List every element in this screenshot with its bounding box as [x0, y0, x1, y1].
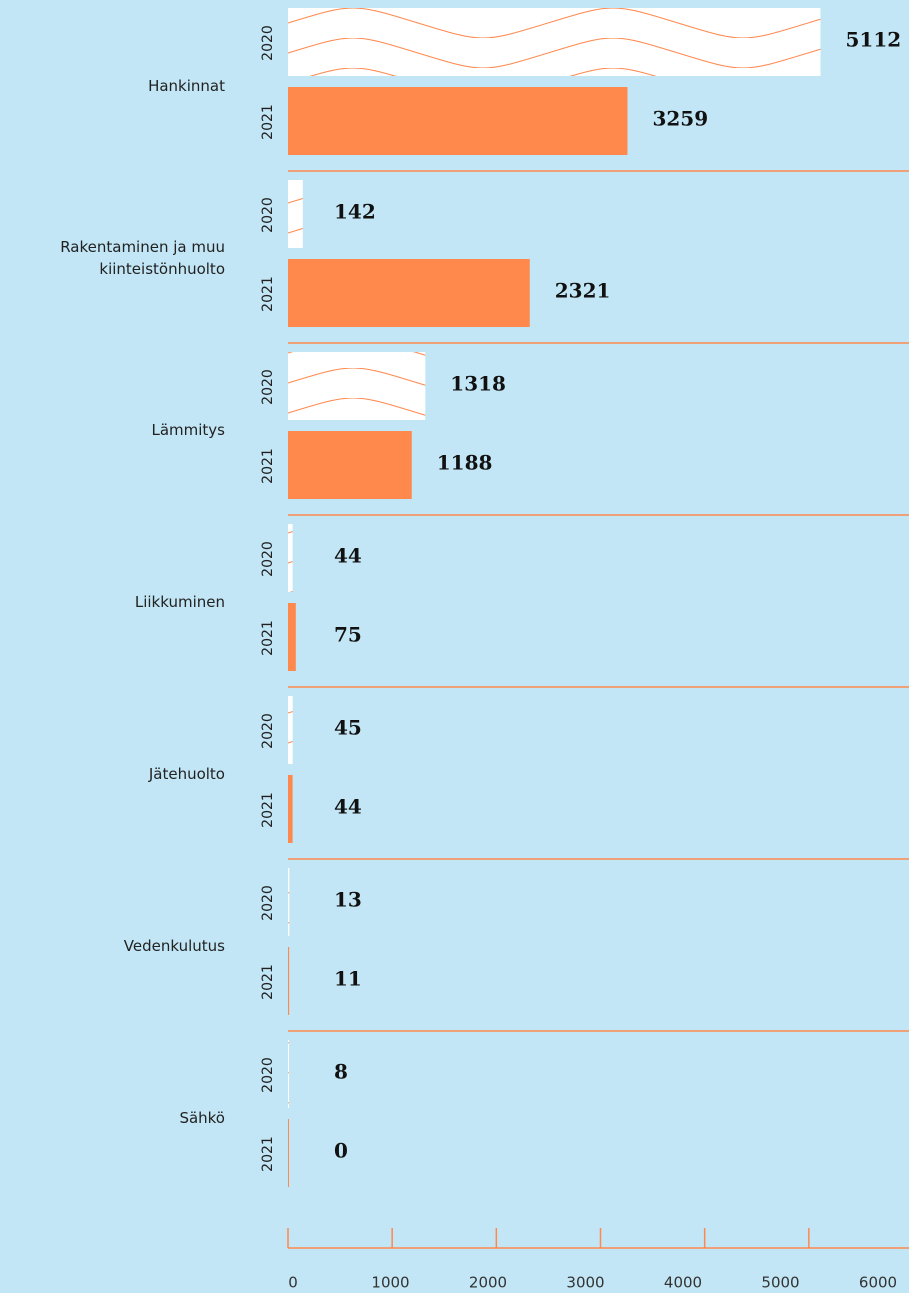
value-label: 44 — [334, 544, 362, 568]
x-tick-label: 5000 — [761, 1274, 799, 1292]
bar — [288, 180, 303, 248]
bar — [288, 1040, 289, 1108]
category-label: Jätehuolto — [148, 765, 225, 783]
series-label: 2021 — [260, 104, 276, 140]
x-tick-label: 6000 — [859, 1274, 897, 1292]
value-label: 1188 — [437, 451, 493, 475]
series-label: 2021 — [260, 1136, 276, 1172]
value-label: 0 — [334, 1139, 348, 1163]
series-label: 2021 — [260, 276, 276, 312]
value-label: 44 — [334, 795, 362, 819]
value-label: 3259 — [652, 107, 708, 131]
value-label: 142 — [334, 200, 376, 224]
x-tick-label: 0 — [288, 1274, 298, 1292]
x-tick-label: 3000 — [566, 1274, 604, 1292]
series-label: 2020 — [260, 197, 276, 233]
series-label: 2021 — [260, 620, 276, 656]
bar — [288, 87, 628, 155]
series-label: 2021 — [260, 964, 276, 1000]
value-label: 13 — [334, 888, 362, 912]
x-tick-label: 4000 — [664, 1274, 702, 1292]
category-label: Rakentaminen ja muu kiinteistönhuolto — [60, 238, 225, 278]
bar — [288, 1119, 289, 1187]
bar — [288, 603, 296, 671]
series-label: 2020 — [260, 25, 276, 61]
series-label: 2021 — [260, 792, 276, 828]
bar — [288, 775, 293, 843]
series-label: 2020 — [260, 1057, 276, 1093]
value-label: 11 — [334, 967, 362, 991]
bar — [288, 947, 290, 1015]
category-label: Liikkuminen — [134, 593, 225, 611]
bar — [288, 431, 412, 499]
category-label: Hankinnat — [148, 77, 225, 95]
series-label: 2020 — [260, 369, 276, 405]
series-label: 2020 — [260, 713, 276, 749]
bar — [288, 524, 293, 592]
value-label: 2321 — [555, 279, 611, 303]
x-tick-label: 2000 — [469, 1274, 507, 1292]
value-label: 8 — [334, 1060, 348, 1084]
value-label: 5112 — [846, 28, 902, 52]
bar — [288, 868, 290, 936]
series-label: 2020 — [260, 541, 276, 577]
category-label: Sähkö — [179, 1109, 225, 1127]
value-label: 1318 — [450, 372, 506, 396]
category-label: Lämmitys — [151, 421, 225, 439]
x-tick-label: 1000 — [371, 1274, 409, 1292]
category-label: Vedenkulutus — [123, 937, 225, 955]
bar — [288, 352, 426, 420]
bar — [288, 8, 821, 76]
value-label: 75 — [334, 623, 362, 647]
value-label: 45 — [334, 716, 362, 740]
series-label: 2020 — [260, 885, 276, 921]
series-label: 2021 — [260, 448, 276, 484]
bar — [288, 696, 293, 764]
bar — [288, 259, 530, 327]
